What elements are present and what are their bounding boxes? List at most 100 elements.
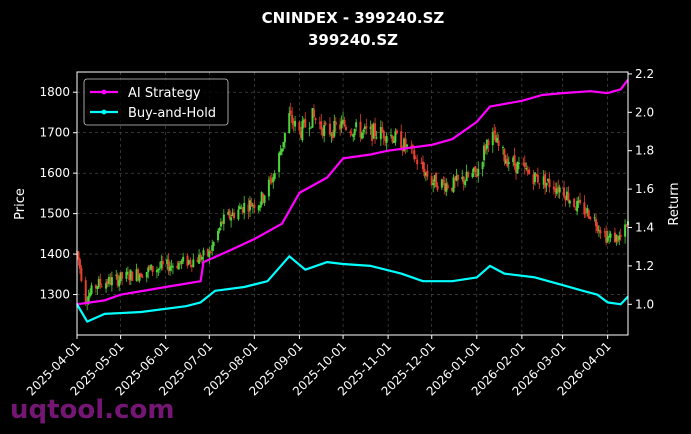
candle-body-234 bbox=[552, 186, 555, 190]
candle-body-46 bbox=[169, 266, 172, 271]
candle-body-133 bbox=[344, 126, 347, 130]
candle-body-206 bbox=[494, 134, 497, 143]
candle-body-27 bbox=[129, 270, 132, 280]
candle-body-80 bbox=[238, 206, 241, 210]
candle-body-43 bbox=[161, 261, 164, 265]
candle-body-241 bbox=[565, 191, 568, 200]
candle-body-73 bbox=[222, 214, 225, 224]
candle-body-218 bbox=[517, 162, 520, 164]
candle-body-134 bbox=[349, 131, 352, 134]
candle-body-194 bbox=[471, 172, 474, 177]
candle-body-148 bbox=[375, 137, 378, 139]
candle-body-106 bbox=[291, 114, 294, 124]
y-right-tick-label: 2.2 bbox=[635, 67, 654, 81]
candle-body-59 bbox=[196, 259, 199, 263]
series-line-0 bbox=[76, 79, 629, 306]
candle-body-144 bbox=[369, 126, 372, 130]
candle-body-214 bbox=[512, 157, 515, 162]
candle-body-178 bbox=[436, 185, 439, 190]
candle-body-239 bbox=[563, 187, 566, 197]
candle-body-90 bbox=[259, 205, 262, 208]
candle-body-205 bbox=[493, 130, 496, 134]
candle-body-95 bbox=[269, 177, 272, 180]
candle-body-33 bbox=[141, 276, 144, 278]
candle-body-97 bbox=[272, 177, 275, 183]
candle-body-18 bbox=[110, 277, 113, 286]
candle-body-67 bbox=[211, 245, 214, 251]
candle-body-84 bbox=[247, 204, 250, 212]
candle-body-39 bbox=[155, 269, 158, 273]
candle-body-163 bbox=[406, 144, 409, 147]
candle-body-179 bbox=[440, 179, 443, 188]
candle-body-125 bbox=[330, 134, 333, 136]
candle-body-231 bbox=[545, 182, 548, 186]
candle-body-176 bbox=[433, 175, 436, 182]
candle-body-198 bbox=[477, 168, 480, 176]
candle-body-162 bbox=[404, 138, 407, 148]
candle-body-269 bbox=[624, 224, 627, 237]
candle-body-202 bbox=[485, 139, 488, 149]
candle-body-52 bbox=[180, 260, 183, 265]
candle-body-65 bbox=[208, 251, 211, 258]
candle-body-174 bbox=[430, 176, 433, 186]
candle-body-10 bbox=[96, 286, 99, 289]
candle-body-117 bbox=[312, 109, 315, 118]
candle-body-96 bbox=[270, 179, 273, 183]
legend: AI Strategy Buy-and-Hold bbox=[83, 78, 229, 126]
candle-body-187 bbox=[455, 175, 458, 181]
legend-label-0: AI Strategy bbox=[128, 86, 201, 101]
y-right-tick-label: 1.2 bbox=[635, 259, 654, 273]
candle-body-21 bbox=[118, 280, 121, 287]
candle-body-1 bbox=[77, 251, 80, 260]
candle-body-107 bbox=[292, 121, 295, 125]
candle-body-225 bbox=[533, 172, 536, 182]
y-right-tick-label: 1.6 bbox=[635, 182, 654, 196]
candle-body-111 bbox=[301, 121, 304, 141]
candle-body-157 bbox=[394, 131, 397, 143]
candle-body-34 bbox=[145, 271, 148, 278]
candle-body-114 bbox=[308, 128, 311, 130]
candle-body-31 bbox=[138, 274, 141, 281]
candle-body-61 bbox=[199, 254, 202, 261]
legend-box bbox=[83, 78, 229, 126]
candle-body-184 bbox=[451, 187, 454, 191]
candle-body-77 bbox=[231, 212, 234, 217]
candle-body-68 bbox=[212, 242, 215, 247]
candle-body-44 bbox=[166, 259, 169, 265]
candle-body-12 bbox=[99, 278, 102, 285]
candle-body-94 bbox=[267, 179, 270, 197]
candle-body-158 bbox=[395, 130, 398, 134]
y-left-tick-label: 1800 bbox=[39, 85, 70, 99]
candle-body-45 bbox=[167, 259, 170, 272]
candle-body-102 bbox=[282, 142, 285, 148]
candle-body-35 bbox=[147, 267, 150, 273]
candle-body-265 bbox=[615, 234, 618, 242]
candle-body-236 bbox=[555, 188, 558, 194]
candle-body-25 bbox=[126, 272, 129, 274]
candle-body-62 bbox=[201, 256, 204, 260]
candle-body-209 bbox=[501, 147, 504, 149]
candle-body-124 bbox=[328, 123, 331, 135]
y-left-tick-label: 1300 bbox=[39, 288, 70, 302]
candle-body-183 bbox=[446, 184, 449, 189]
candle-body-78 bbox=[233, 212, 236, 219]
candle-body-152 bbox=[384, 137, 387, 141]
candle-body-41 bbox=[158, 267, 161, 269]
candle-body-195 bbox=[472, 167, 475, 173]
candle-body-204 bbox=[491, 132, 494, 146]
candle-body-75 bbox=[228, 210, 231, 219]
candle-body-219 bbox=[522, 163, 525, 165]
candle-body-266 bbox=[616, 236, 619, 242]
candle-body-140 bbox=[360, 132, 363, 139]
candle-body-38 bbox=[151, 265, 154, 273]
candle-body-220 bbox=[523, 162, 526, 168]
candle-body-230 bbox=[544, 174, 547, 188]
candle-body-129 bbox=[339, 124, 342, 130]
candle-body-72 bbox=[221, 221, 224, 224]
candle-body-261 bbox=[606, 237, 609, 242]
candle-body-55 bbox=[187, 260, 190, 265]
y-left-tick-label: 1700 bbox=[39, 126, 70, 140]
candle-body-23 bbox=[121, 272, 124, 279]
candle-body-243 bbox=[568, 200, 571, 204]
